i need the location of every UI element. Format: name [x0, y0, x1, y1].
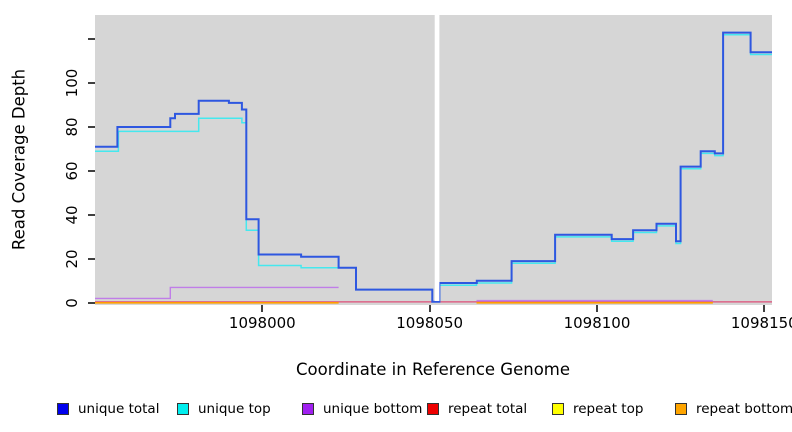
y-tick — [88, 82, 95, 85]
legend-label: repeat total — [448, 401, 528, 417]
x-axis-title: Coordinate in Reference Genome — [295, 360, 571, 379]
x-tick — [428, 305, 431, 312]
y-tick — [88, 38, 95, 41]
legend-swatch — [177, 403, 189, 415]
x-tick — [595, 305, 598, 312]
plot-panel — [95, 15, 772, 305]
x-tick — [261, 305, 264, 312]
x-tick — [763, 305, 766, 312]
legend-item-unique-total: unique total — [57, 401, 159, 417]
no-data-gap-stripe — [434, 15, 440, 301]
legend-swatch — [57, 403, 69, 415]
legend-label: unique top — [198, 401, 271, 417]
y-tick-label: 40 — [63, 205, 81, 225]
legend-label: repeat bottom — [696, 401, 792, 417]
y-tick — [88, 169, 95, 172]
x-tick-label: 1098000 — [228, 314, 296, 332]
y-tick-label: 80 — [63, 117, 81, 137]
y-tick — [88, 213, 95, 216]
legend-item-repeat-top: repeat top — [552, 401, 643, 417]
legend-label: unique total — [78, 401, 160, 417]
y-tick — [88, 126, 95, 129]
y-tick — [88, 301, 95, 304]
plot-canvas — [95, 15, 772, 305]
legend-item-repeat-total: repeat total — [427, 401, 527, 417]
legend-swatch — [675, 403, 687, 415]
legend-item-unique-top: unique top — [177, 401, 271, 417]
x-tick-label: 1098150 — [730, 314, 792, 332]
x-tick-label: 1098050 — [396, 314, 464, 332]
legend-swatch — [302, 403, 314, 415]
legend-item-unique-bottom: unique bottom — [302, 401, 422, 417]
legend-swatch — [427, 403, 439, 415]
y-tick-label: 0 — [63, 298, 81, 308]
y-tick-label: 20 — [63, 249, 81, 269]
series-path-unique-bottom — [95, 286, 339, 300]
legend-swatch — [552, 403, 564, 415]
y-tick-label: 100 — [63, 68, 81, 98]
y-tick-label: 60 — [63, 161, 81, 181]
y-axis-title: Read Coverage Depth — [9, 68, 29, 251]
legend-label: unique bottom — [323, 401, 423, 417]
panel-background — [95, 15, 772, 305]
legend-item-repeat-bottom: repeat bottom — [675, 401, 792, 417]
x-tick-label: 1098100 — [563, 314, 631, 332]
legend-label: repeat top — [573, 401, 644, 417]
y-tick — [88, 257, 95, 260]
